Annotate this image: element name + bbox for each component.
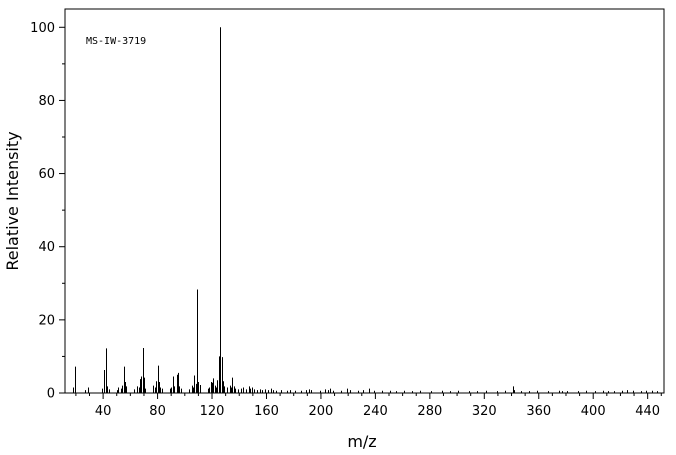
- x-tick-label: 240: [363, 404, 388, 419]
- y-tick-label: 0: [47, 387, 55, 402]
- y-axis-ticks: 0 20 40 60 80 100: [30, 21, 65, 402]
- spectrum-id-annotation: MS-IW-3719: [86, 36, 146, 47]
- x-tick-label: 440: [635, 404, 660, 419]
- y-tick-label: 60: [38, 167, 55, 182]
- x-axis-ticks: 40 80 120 160 200 240 280 320 360 400 440: [75, 393, 662, 419]
- x-tick-label: 40: [95, 404, 112, 419]
- y-tick-label: 20: [38, 313, 55, 328]
- x-tick-label: 320: [472, 404, 497, 419]
- x-axis-label: m/z: [347, 432, 376, 451]
- x-tick-label: 280: [417, 404, 442, 419]
- plot-frame: [64, 8, 665, 394]
- spectrum-peaks: [73, 27, 658, 393]
- x-tick-label: 80: [149, 404, 166, 419]
- x-tick-label: 400: [581, 404, 606, 419]
- y-tick-label: 80: [38, 94, 55, 109]
- y-axis-label: Relative Intensity: [3, 131, 22, 270]
- x-tick-label: 120: [200, 404, 225, 419]
- y-tick-label: 100: [30, 21, 55, 36]
- x-tick-label: 160: [254, 404, 279, 419]
- y-tick-label: 40: [38, 240, 55, 255]
- x-tick-label: 360: [526, 404, 551, 419]
- x-tick-label: 200: [309, 404, 334, 419]
